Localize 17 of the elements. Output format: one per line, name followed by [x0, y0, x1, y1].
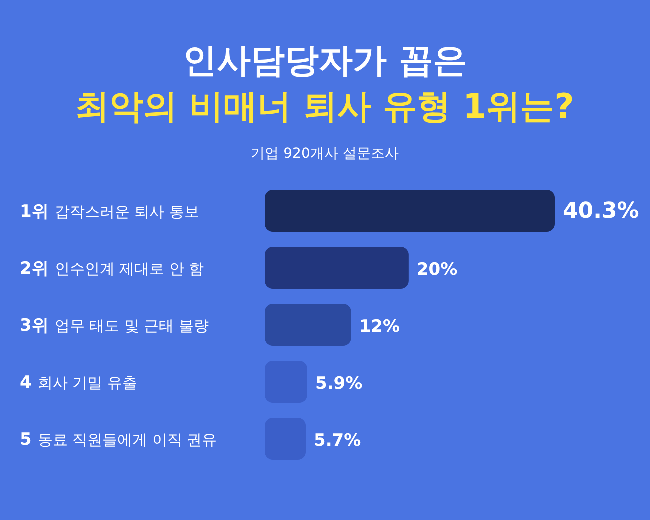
y-tick-label: 1위 갑작스러운 퇴사 통보	[20, 202, 200, 222]
data-label: 5.7%	[314, 431, 362, 451]
bar	[265, 418, 306, 460]
data-label: 20%	[416, 260, 458, 280]
bar	[265, 304, 352, 346]
data-label: 5.9%	[315, 374, 363, 394]
data-label: 40.3%	[563, 199, 640, 224]
chart-subtitle: 기업 920개사 설문조사	[251, 146, 399, 162]
bar	[265, 361, 308, 403]
bar	[265, 247, 409, 289]
y-tick-label: 3위 업무 태도 및 근태 불량	[20, 316, 209, 336]
data-label: 12%	[359, 317, 400, 337]
bar	[265, 190, 555, 232]
chart-title: 인사담당자가 꼽은 최악의 비매너 퇴사 유형 1위는?	[76, 41, 574, 127]
y-tick-label: 5 동료 직원들에게 이직 권유	[20, 430, 218, 450]
y-tick-label: 2위 인수인계 제대로 안 함	[20, 259, 204, 279]
y-tick-label: 4 회사 기밀 유출	[20, 373, 138, 393]
